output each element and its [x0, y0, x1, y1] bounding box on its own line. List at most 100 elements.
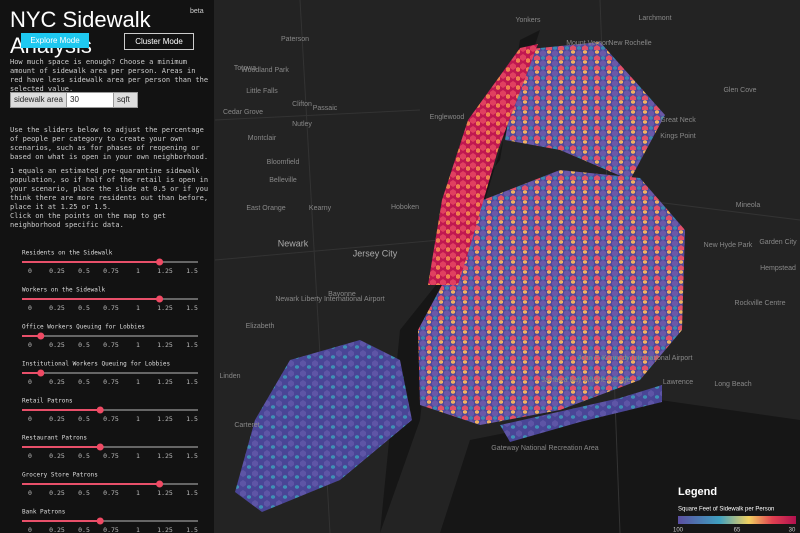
place-label: Bayonne [328, 291, 356, 298]
slider-fill [22, 409, 101, 411]
slider-tick-label: 1.5 [186, 267, 198, 275]
place-label: Newark Liberty International Airport [275, 296, 384, 303]
place-label: Carteret [234, 422, 259, 429]
place-label: Montclair [248, 135, 277, 142]
slider-tick-label: 0.5 [78, 378, 90, 386]
place-label: Paterson [281, 36, 309, 43]
slider-handle[interactable] [37, 332, 45, 340]
slider-tick-label: 1.5 [186, 489, 198, 497]
slider-tick-label: 1.5 [186, 526, 198, 533]
slider-tick-label: 1 [136, 304, 140, 312]
place-label: New Hyde Park [704, 242, 753, 249]
place-label: Lawrence [663, 379, 693, 386]
slider-tick-label: 0 [28, 526, 32, 533]
slider-tick-label: 0.75 [103, 341, 119, 349]
slider-track [22, 335, 198, 337]
slider-tick-label: 1.25 [157, 341, 173, 349]
cluster-button[interactable]: Cluster Mode [124, 33, 194, 50]
place-label: Yonkers [515, 17, 541, 24]
place-label: New Rochelle [608, 40, 651, 47]
slider-label: Grocery Store Patrons [22, 472, 98, 479]
slider-tick-label: 1.25 [157, 452, 173, 460]
slider-tick-label: 1.5 [186, 304, 198, 312]
place-label: Gateway National Recreation Area [491, 445, 598, 452]
legend-subtitle: Square Feet of Sidewalk per Person [678, 507, 774, 513]
slider-handle[interactable] [156, 480, 164, 488]
slider-label: Workers on the Sidewalk [22, 287, 105, 294]
slider-tick-label: 0.75 [103, 452, 119, 460]
sliders: Residents on the Sidewalk 0 0.25 0.5 0.75 1 1.… [22, 250, 198, 533]
slider-tick-label: 0 [28, 452, 32, 460]
place-label: Clifton [292, 101, 312, 108]
slider-handle[interactable] [96, 443, 104, 451]
slider-tick-label: 0.75 [103, 378, 119, 386]
slider-tick-label: 1 [136, 489, 140, 497]
slider-track [22, 409, 198, 411]
slider-handle[interactable] [96, 517, 104, 525]
staten-island[interactable] [235, 340, 412, 512]
slider-fill [22, 372, 41, 374]
place-label: East Orange [246, 205, 285, 212]
place-label: Mineola [736, 202, 761, 209]
place-label: Linden [219, 373, 240, 380]
slider-tick-label: 1 [136, 415, 140, 423]
slider-handle[interactable] [156, 295, 164, 303]
slider-tick-label: 0.25 [49, 452, 65, 460]
water [380, 30, 800, 533]
manhattan[interactable] [428, 44, 538, 285]
bronx[interactable] [505, 42, 665, 180]
slider-tick-label: 0 [28, 415, 32, 423]
place-label: Glen Cove [723, 87, 756, 94]
paragraph: 1 equals an estimated pre-quarantine sid… [10, 167, 209, 211]
slider-tick-label: 0 [28, 489, 32, 497]
slider-fill [22, 446, 101, 448]
slider-tick-label: 0.75 [103, 526, 119, 533]
slider-tick-label: 0 [28, 304, 32, 312]
place-label: Jamaica Bay Wildlife Refuge [541, 377, 630, 384]
rockaway[interactable] [500, 385, 662, 442]
place-label: Kearny [309, 205, 332, 212]
place-label: Long Beach [714, 381, 751, 388]
slider-tick-label: 0.75 [103, 415, 119, 423]
slider-tick-label: 0 [28, 378, 32, 386]
slider-tick-label: 0.75 [103, 267, 119, 275]
slider-tick-label: 0.5 [78, 304, 90, 312]
slider-tick-label: 1 [136, 267, 140, 275]
place-label: Bloomfield [267, 159, 300, 166]
slider-tick-label: 1 [136, 452, 140, 460]
slider-label: Bank Patrons [22, 509, 66, 516]
slider-label: Restaurant Patrons [22, 435, 87, 442]
slider-tick-label: 1.25 [157, 378, 173, 386]
slider-tick-label: 1.25 [157, 267, 173, 275]
slider-tick-label: 0.5 [78, 415, 90, 423]
slider-tick-label: 0.75 [103, 304, 119, 312]
place-label: Hempstead [760, 265, 796, 272]
slider-tick-label: 0.5 [78, 489, 90, 497]
slider-tick-label: 0 [28, 341, 32, 349]
slider-tick-label: 0.5 [78, 341, 90, 349]
legend-title: Legend [678, 486, 717, 498]
slider-handle[interactable] [156, 258, 164, 266]
slider-tick-label: 1 [136, 378, 140, 386]
slider-tick-label: 0.25 [49, 489, 65, 497]
slider-tick-label: 0.5 [78, 452, 90, 460]
intro: How much space is enough? Choose a minim… [10, 58, 209, 93]
slider-label: Institutional Workers Queuing for Lobbie… [22, 361, 170, 368]
explore-button[interactable]: Explore Mode [21, 33, 89, 48]
slider-handle[interactable] [37, 369, 45, 377]
place-label: Jersey City [353, 248, 398, 258]
slider-handle[interactable] [96, 406, 104, 414]
slider-tick-label: 0.25 [49, 267, 65, 275]
input-unit: sqft [113, 92, 138, 108]
slider-tick-label: 0.5 [78, 526, 90, 533]
slider-label: Office Workers Queuing for Lobbies [22, 324, 145, 331]
slider-tick-label: 0.25 [49, 526, 65, 533]
brooklyn-queens[interactable] [418, 170, 685, 425]
slider-label: Retail Patrons [22, 398, 73, 405]
slider-fill [22, 298, 160, 300]
slider-tick-label: 1.5 [186, 415, 198, 423]
legend-tick-label: 100 [673, 528, 684, 533]
slider-tick-label: 0.25 [49, 341, 65, 349]
slider-tick-label: 0.25 [49, 415, 65, 423]
legend-tick-label: 65 [734, 528, 741, 533]
